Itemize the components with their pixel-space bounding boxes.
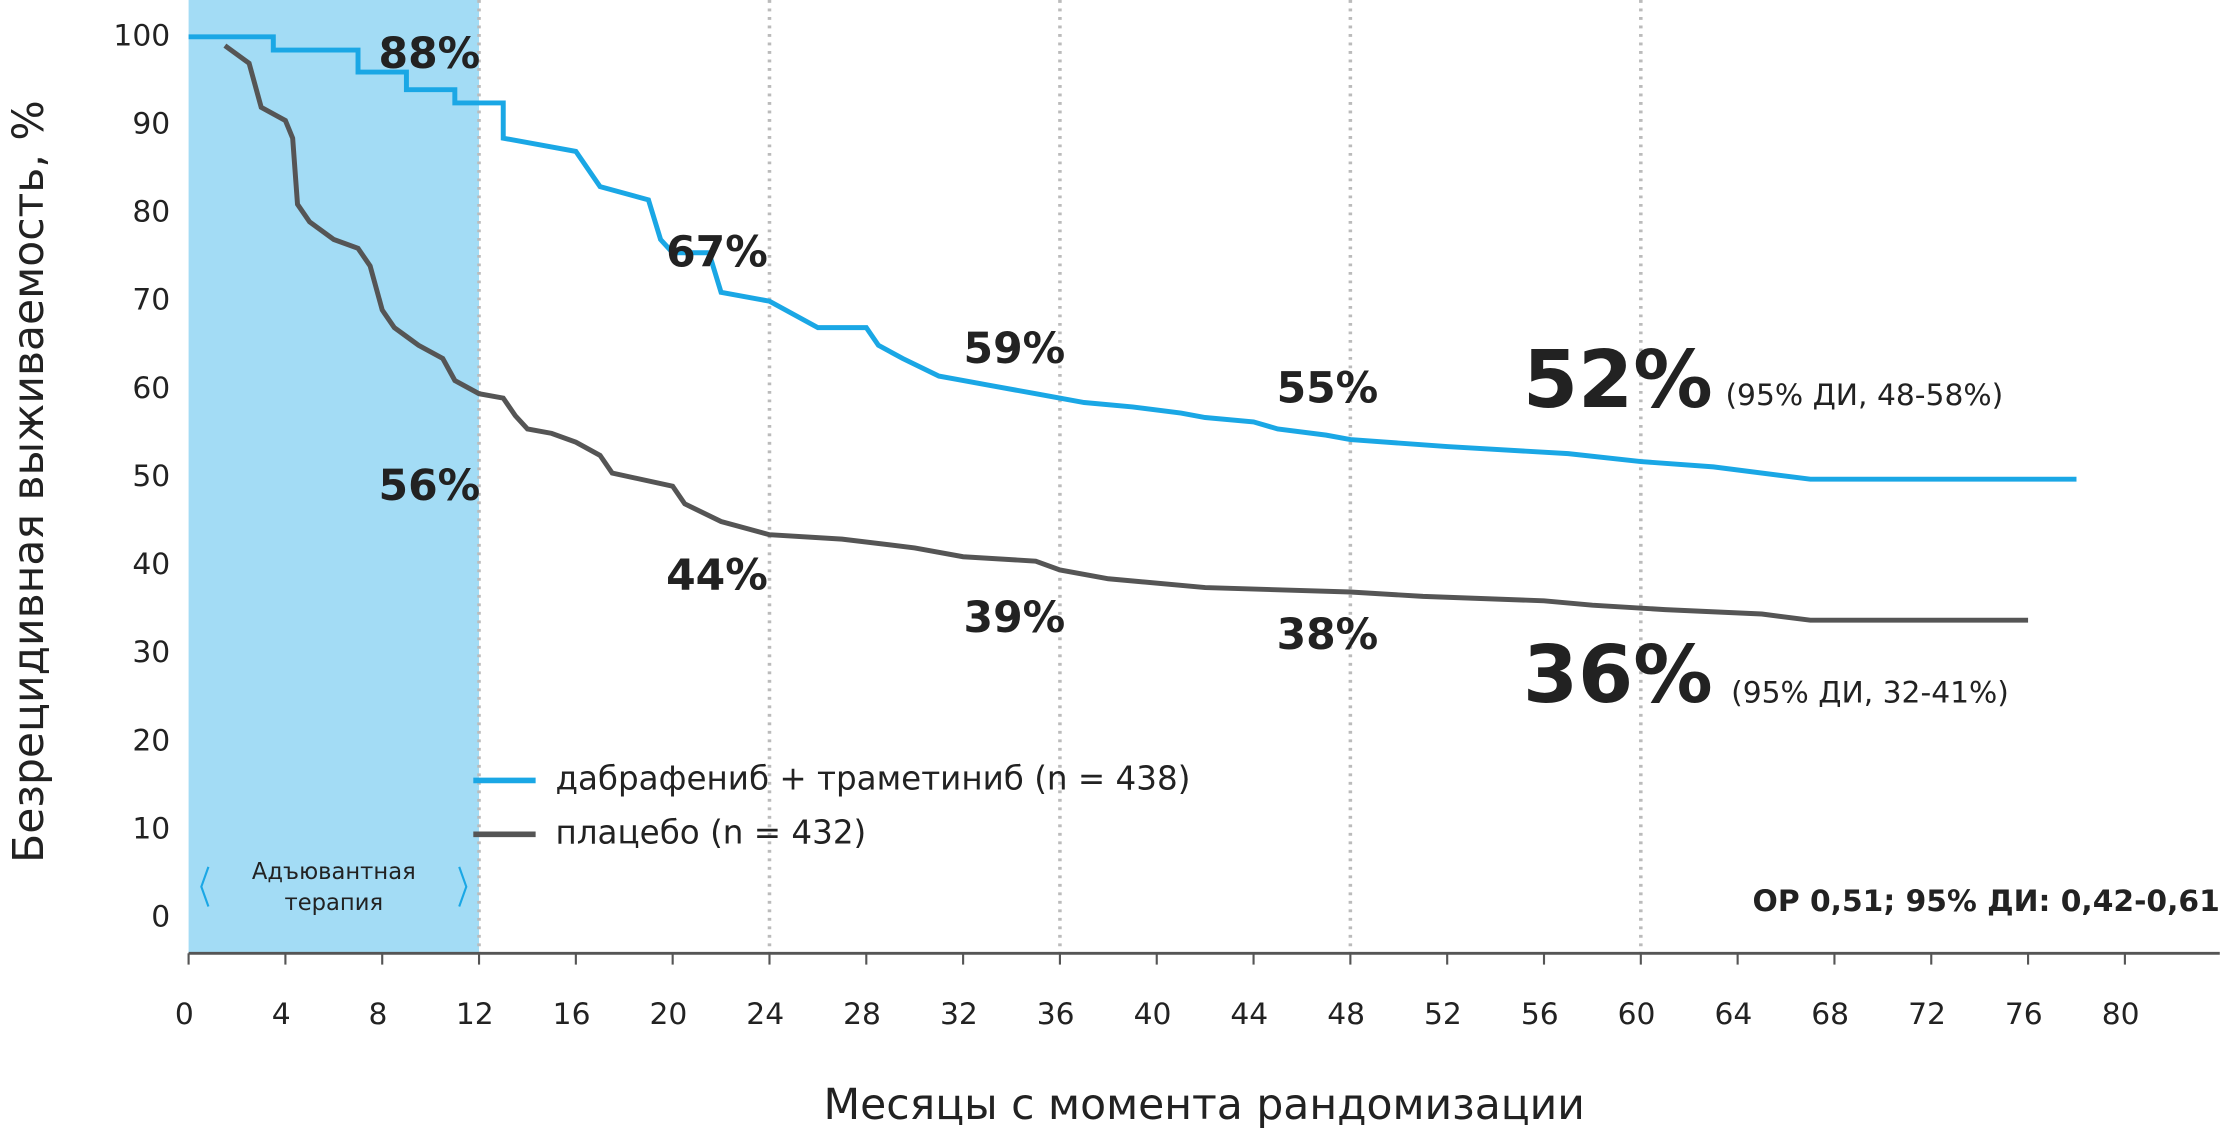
x-tick-label: 48 [1327,997,1365,1032]
x-tick-label: 76 [2005,997,2043,1032]
y-tick-label: 30 [132,635,170,670]
annotation: 39% [964,594,1066,643]
annotation: (95% ДИ, 32-41%) [1731,676,2009,711]
x-tick-label: 32 [940,997,978,1032]
x-tick-label: 4 [272,997,291,1032]
x-tick-label: 28 [843,997,881,1032]
x-tick-label: 40 [1134,997,1172,1032]
y-tick-label: 100 [113,18,170,53]
annotation: 44% [666,551,768,600]
legend-label: плацебо (n = 432) [555,813,866,851]
annotation: 67% [666,228,768,277]
x-tick-label: 72 [1908,997,1946,1032]
series-line [188,34,2077,482]
y-tick-label: 20 [132,723,170,758]
bracket [200,866,468,907]
y-tick-label: 50 [132,459,170,494]
annotation: 56% [379,462,481,511]
annotation: 55% [1277,364,1379,413]
x-tick-label: 12 [456,997,494,1032]
y-tick-label: 10 [132,811,170,846]
series-line [223,43,2029,623]
y-axis-label: Безрецидивная выживаемость, % [5,100,54,863]
y-tick-label: 80 [132,195,170,230]
x-tick-label: 44 [1230,997,1268,1032]
shaded-label: Адъювантная [252,859,416,885]
annotation: 36% [1523,628,1713,721]
legend-label: дабрафениб + траметиниб (n = 438) [555,759,1190,797]
x-tick-label: 16 [553,997,591,1032]
annotation: 88% [379,30,481,79]
x-tick-label: 24 [746,997,784,1032]
y-tick-label: 70 [132,283,170,318]
annotation: 38% [1277,611,1379,660]
y-tick-label: 90 [132,106,170,141]
x-tick-label: 64 [1714,997,1752,1032]
annotation: ОР 0,51; 95% ДИ: 0,42-0,61 [1753,884,2220,919]
x-tick-label: 68 [1811,997,1849,1032]
annotation: 59% [964,325,1066,374]
x-tick-label: 0 [175,997,194,1032]
x-tick-label: 36 [1037,997,1075,1032]
x-tick-label: 80 [2102,997,2140,1032]
y-tick-label: 60 [132,371,170,406]
x-tick-label: 60 [1618,997,1656,1032]
x-tick-label: 52 [1424,997,1462,1032]
shaded-region [188,0,480,954]
x-tick-label: 20 [649,997,687,1032]
x-tick-label: 8 [369,997,388,1032]
shaded-label: терапия [285,890,384,916]
x-axis-label: Месяцы с момента рандомизации [823,1081,1584,1130]
y-tick-label: 0 [151,900,170,935]
x-tick-label: 56 [1521,997,1559,1032]
annotation: 52% [1523,333,1713,426]
annotation: (95% ДИ, 48-58%) [1725,378,2003,413]
y-tick-label: 40 [132,547,170,582]
